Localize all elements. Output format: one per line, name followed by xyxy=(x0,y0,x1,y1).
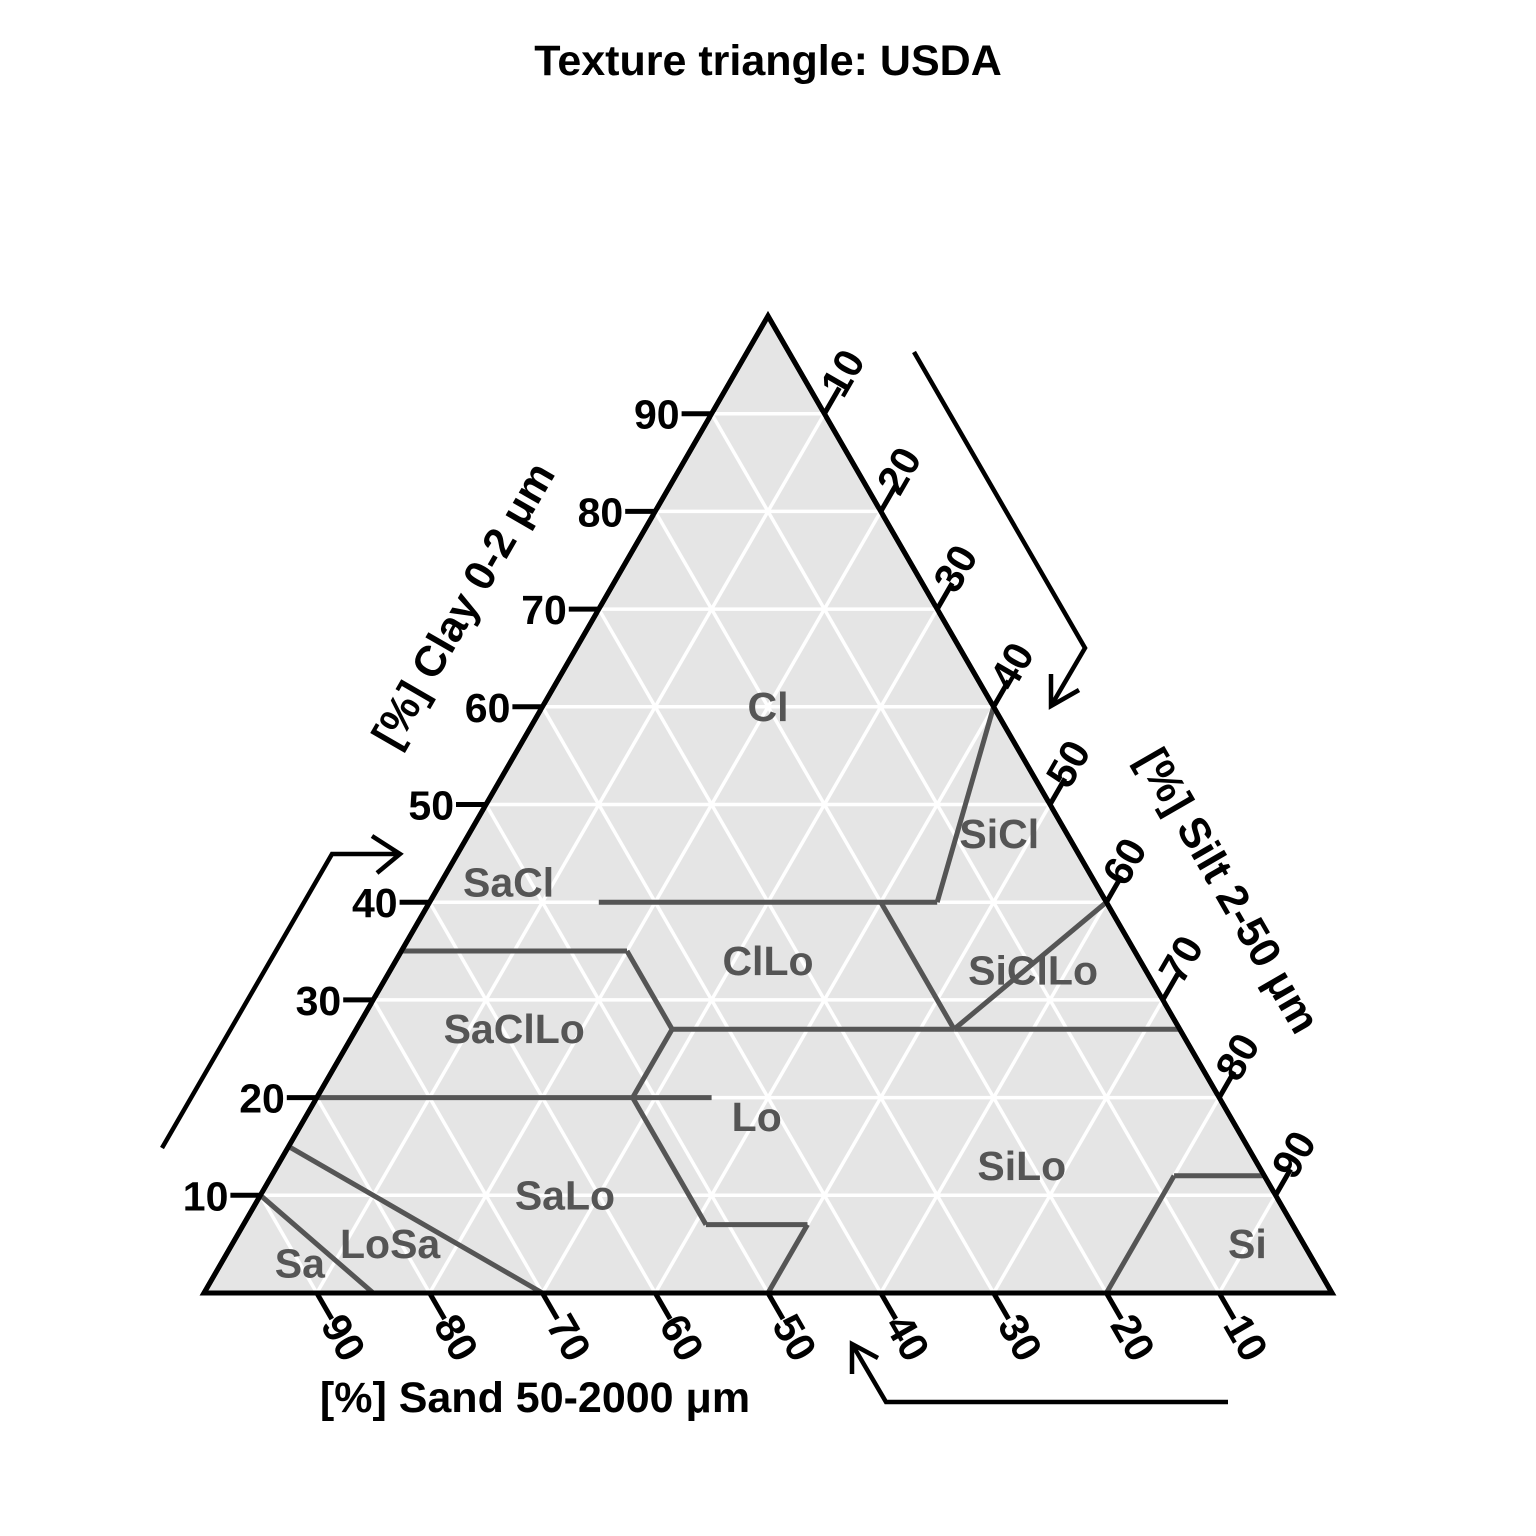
clay-tick-label: 90 xyxy=(634,392,680,438)
sand-tick-label: 90 xyxy=(312,1307,375,1369)
silt-tick xyxy=(1273,1168,1293,1197)
silt-tick xyxy=(1104,874,1124,904)
class-boundary-3 xyxy=(878,900,957,1031)
grid-line-sand-30 xyxy=(597,608,996,1294)
grid-line-silt-70 xyxy=(992,999,1165,1294)
class-boundary-14 xyxy=(1104,1174,1177,1295)
grid-line-silt-10 xyxy=(315,412,826,1294)
silt-tick xyxy=(1160,972,1180,1002)
silt-tick-label: 30 xyxy=(924,537,987,599)
grid-line-silt-90 xyxy=(1217,1194,1278,1294)
sand-tick xyxy=(540,1291,560,1321)
class-boundaries xyxy=(258,706,1265,1296)
grid-line-silt-30 xyxy=(540,608,939,1294)
clay-tick-label: 10 xyxy=(183,1173,229,1219)
sand-tick-label: 20 xyxy=(1102,1307,1165,1369)
class-label-si: Si xyxy=(1228,1221,1267,1267)
clay-tick-label: 60 xyxy=(465,685,511,731)
grid-line-sand-50 xyxy=(484,803,770,1294)
class-label-cl: Cl xyxy=(748,684,789,730)
sand-tick-label: 30 xyxy=(989,1307,1052,1369)
clay-tick-label: 30 xyxy=(296,978,342,1024)
sand-tick xyxy=(1104,1291,1124,1321)
silt-tick-label: 20 xyxy=(868,439,931,501)
class-label-salo: SaLo xyxy=(515,1172,615,1218)
sand-axis-title: [%] Sand 50-2000 μm xyxy=(320,1374,750,1422)
sand-tick xyxy=(991,1291,1011,1321)
chart-title: Texture triangle: USDA xyxy=(534,37,1002,85)
clay-tick-label: 20 xyxy=(239,1076,285,1122)
silt-tick xyxy=(935,581,955,611)
silt-tick-label: 10 xyxy=(811,342,874,404)
sand-tick xyxy=(1217,1291,1237,1321)
class-label-silo: SiLo xyxy=(977,1143,1066,1189)
clay-tick-label: 50 xyxy=(408,783,454,829)
silt-tick xyxy=(991,679,1011,709)
silt-tick xyxy=(878,484,898,513)
clay-axis-arrow xyxy=(160,834,404,1150)
class-label-losa: LoSa xyxy=(340,1221,441,1267)
class-boundary-9 xyxy=(630,1027,675,1099)
grid-line-sand-10 xyxy=(710,412,1221,1294)
clay-tick-label: 70 xyxy=(521,587,567,633)
silt-tick-label: 80 xyxy=(1206,1026,1269,1088)
silt-tick-label: 70 xyxy=(1150,928,1213,990)
class-label-cllo: ClLo xyxy=(722,938,813,984)
class-boundary-2 xyxy=(934,706,997,903)
class-boundary-11 xyxy=(630,1096,709,1226)
sand-tick-label: 80 xyxy=(425,1307,488,1369)
clay-tick-label: 80 xyxy=(578,489,624,535)
silt-tick-label: 90 xyxy=(1263,1123,1326,1185)
silt-tick xyxy=(1047,777,1068,806)
sand-tick-label: 50 xyxy=(763,1307,826,1369)
class-label-sicllo: SiClLo xyxy=(968,948,1098,994)
class-boundary-13 xyxy=(765,1223,810,1295)
silt-tick-label: 50 xyxy=(1037,733,1100,795)
class-boundary-4 xyxy=(952,900,1109,1032)
silt-tick-label: 60 xyxy=(1093,830,1156,892)
sand-tick-label: 10 xyxy=(1214,1307,1277,1369)
grid-line-silt-60 xyxy=(879,901,1108,1294)
sand-tick xyxy=(653,1291,673,1321)
class-boundary-16 xyxy=(287,1144,544,1296)
silt-tick xyxy=(822,386,842,415)
silt-axis-arrow xyxy=(912,350,1088,710)
grid-line-sand-90 xyxy=(258,1194,319,1294)
class-label-lo: Lo xyxy=(732,1094,782,1140)
class-label-sacl: SaCl xyxy=(463,860,554,906)
sand-tick xyxy=(765,1291,786,1321)
sand-axis-arrow xyxy=(849,1340,1228,1405)
sand-tick-label: 40 xyxy=(876,1307,939,1369)
grid-line-silt-50 xyxy=(766,803,1052,1294)
clay-tick-label: 40 xyxy=(352,880,398,926)
class-label-sicl: SiCl xyxy=(959,811,1039,857)
class-boundary-6 xyxy=(624,949,675,1031)
sand-tick xyxy=(314,1291,334,1321)
class-labels: Cl SiCl SaCl ClLo SiClLo SaClLo Lo SiLo SaLo LoSa… xyxy=(275,684,1267,1287)
class-label-sa: Sa xyxy=(275,1241,326,1287)
class-label-sacllo: SaClLo xyxy=(444,1006,585,1052)
silt-tick xyxy=(1217,1070,1237,1099)
sand-tick xyxy=(427,1291,447,1321)
sand-tick-label: 70 xyxy=(538,1307,601,1369)
sand-tick xyxy=(878,1291,898,1321)
grid-line-sand-70 xyxy=(371,999,544,1294)
sand-tick-label: 60 xyxy=(650,1307,713,1369)
silt-tick-label: 40 xyxy=(981,635,1044,697)
class-boundary-17 xyxy=(258,1193,375,1295)
